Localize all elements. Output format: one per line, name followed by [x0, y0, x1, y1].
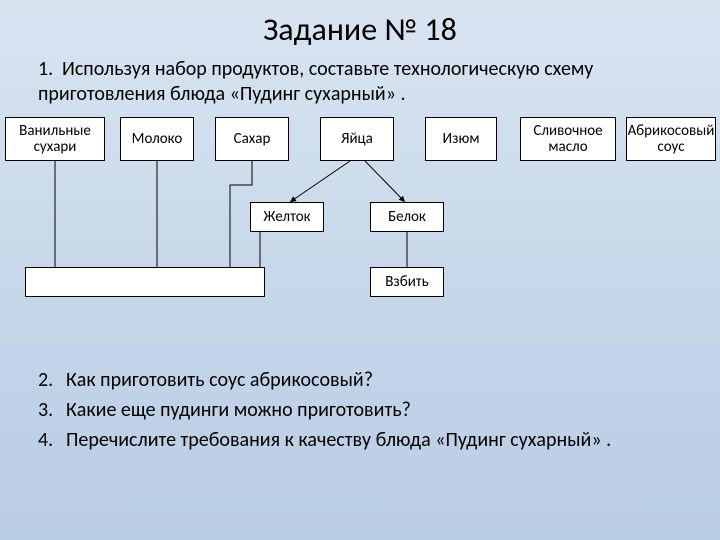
q4-text: Перечислите требования к качеству блюда …	[66, 425, 611, 455]
node-n9: Белок	[370, 202, 444, 232]
diagram-area: Ванильные сухари Молоко Сахар Яйца Изюм Сливо…	[0, 117, 720, 347]
node-n10	[25, 267, 265, 297]
edge-n4-n8	[290, 161, 350, 202]
questions-block: 2. Как приготовить соус абрикосовый? 3. …	[0, 347, 720, 455]
node-n1: Ванильные сухари	[5, 117, 105, 161]
node-n2: Молоко	[120, 117, 194, 161]
q3-text: Какие еще пудинги можно приготовить?	[66, 395, 411, 425]
task-1: 1.Используя набор продуктов, составьте т…	[0, 49, 720, 107]
q2-num: 2.	[38, 365, 66, 395]
node-n6: Сливочное масло	[520, 117, 616, 161]
page-title: Задание № 18	[0, 0, 720, 49]
question-2: 2. Как приготовить соус абрикосовый?	[38, 365, 682, 395]
node-n3: Сахар	[215, 117, 289, 161]
q3-num: 3.	[38, 395, 66, 425]
question-3: 3. Какие еще пудинги можно приготовить?	[38, 395, 682, 425]
task-1-num: 1.	[38, 57, 62, 82]
node-n5: Изюм	[425, 117, 497, 161]
edge-n3-n10	[230, 161, 252, 267]
q4-num: 4.	[38, 425, 66, 455]
node-n4: Яйца	[320, 117, 394, 161]
task-1-text: Используя набор продуктов, составьте тех…	[38, 57, 593, 106]
node-n11: Взбить	[370, 267, 444, 297]
q2-text: Как приготовить соус абрикосовый?	[66, 365, 373, 395]
node-n7: Абрикосовый соус	[626, 117, 716, 161]
edge-n4-n9	[365, 161, 405, 202]
question-4: 4. Перечислите требования к качеству блю…	[38, 425, 682, 455]
node-n8: Желток	[250, 202, 324, 232]
